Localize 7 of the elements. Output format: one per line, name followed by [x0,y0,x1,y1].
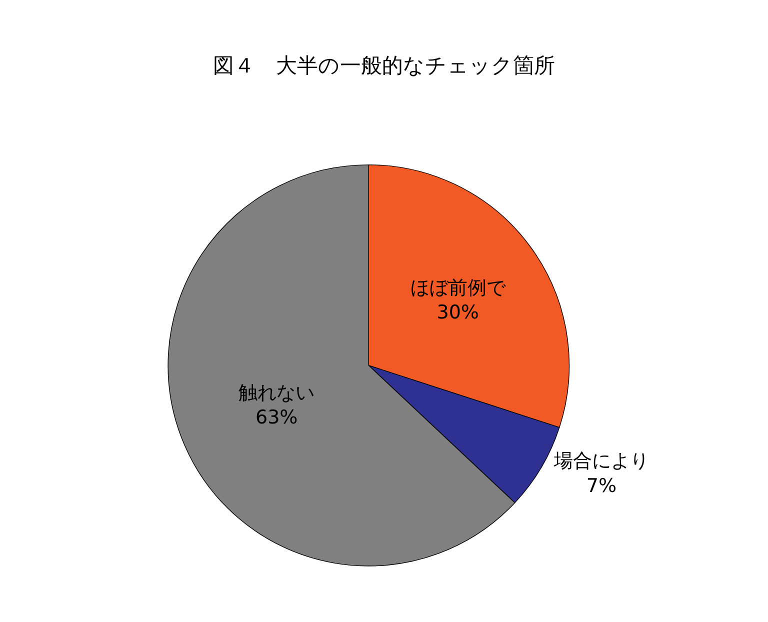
data-label: 63% [255,406,298,429]
slice-label: 場合により [552,450,649,472]
data-label: 30% [436,302,479,324]
slice-label: 触れない [238,382,315,404]
chart-title: 図４ 大半の一般的なチェック箇所 [213,54,555,78]
slice-label: ほぼ前例で [410,276,506,299]
data-label: 7% [586,474,617,497]
